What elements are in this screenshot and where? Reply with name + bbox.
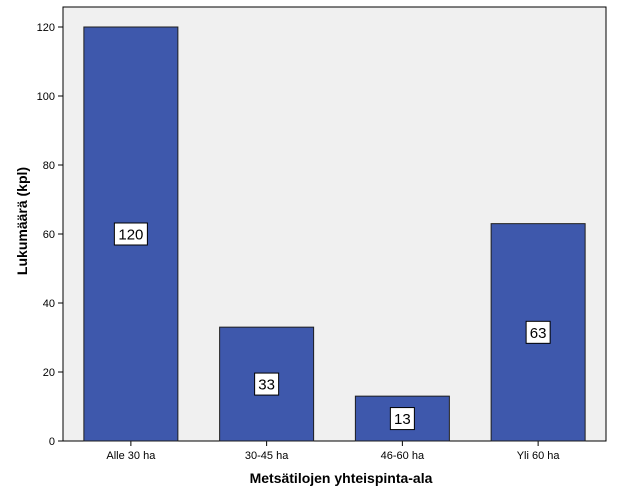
bars-group <box>83 26 586 442</box>
y-tick-label: 40 <box>43 298 55 310</box>
x-tick-label: Alle 30 ha <box>106 450 156 462</box>
y-tick-label: 120 <box>37 22 55 34</box>
data-label-box: 33 <box>254 372 280 396</box>
x-tick-label: Yli 60 ha <box>517 450 561 462</box>
x-tick-label: 30-45 ha <box>245 450 289 462</box>
data-label: 13 <box>394 411 411 428</box>
y-axis: 0 20 40 60 80 100 120 <box>37 22 63 448</box>
data-label: 33 <box>258 377 275 394</box>
data-label-background <box>525 320 551 344</box>
bar <box>219 326 315 442</box>
x-axis: Alle 30 ha 30-45 ha 46-60 ha Yli 60 ha <box>63 440 606 462</box>
y-tick-label: 100 <box>37 91 55 103</box>
y-tick-label: 0 <box>49 436 55 448</box>
data-label-box: 120 <box>113 222 148 246</box>
y-tick-label: 80 <box>43 160 55 172</box>
x-tick-label: 46-60 ha <box>381 450 425 462</box>
data-labels-group: 120 33 13 63 <box>113 222 551 431</box>
data-label-box: 13 <box>389 407 415 431</box>
y-axis-title: Lukumäärä (kpl) <box>14 167 30 275</box>
data-label-background <box>113 222 148 246</box>
y-tick-label: 20 <box>43 367 55 379</box>
data-label-box: 63 <box>525 320 551 344</box>
x-axis-title: Metsätilojen yhteispinta-ala <box>250 470 433 486</box>
y-tick-label: 60 <box>43 229 55 241</box>
data-label-background <box>254 372 280 396</box>
data-label: 63 <box>530 325 547 342</box>
data-label-background <box>389 407 415 431</box>
data-label: 120 <box>118 227 143 244</box>
